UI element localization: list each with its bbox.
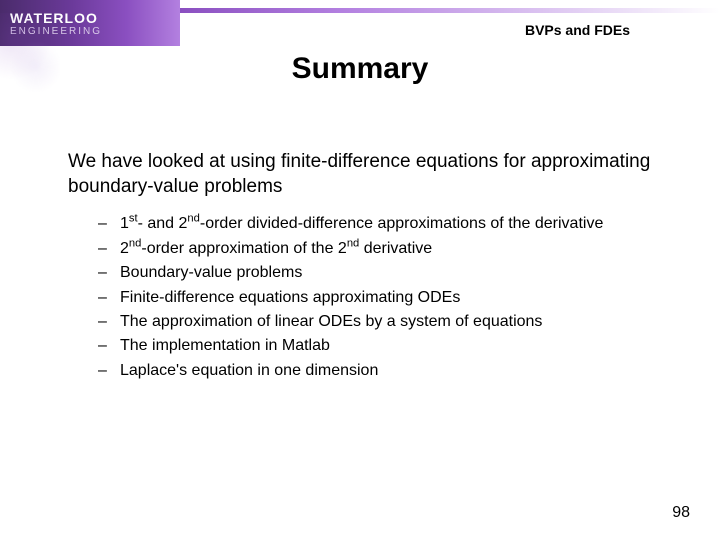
- bullet-list: 1st- and 2nd-order divided-difference ap…: [68, 213, 660, 382]
- header-banner: WATERLOO ENGINEERING BVPs and FDEs: [0, 0, 720, 46]
- list-item: 2nd-order approximation of the 2nd deriv…: [98, 238, 660, 260]
- list-item: The approximation of linear ODEs by a sy…: [98, 311, 660, 333]
- page-number: 98: [672, 504, 690, 522]
- content-region: We have looked at using finite-differenc…: [68, 150, 660, 384]
- header-label: BVPs and FDEs: [525, 22, 630, 38]
- list-item: Boundary-value problems: [98, 262, 660, 284]
- list-item: The implementation in Matlab: [98, 335, 660, 357]
- list-item: 1st- and 2nd-order divided-difference ap…: [98, 213, 660, 235]
- banner-stripe: [180, 8, 720, 13]
- slide-title: Summary: [0, 52, 720, 86]
- list-item: Finite-difference equations approximatin…: [98, 287, 660, 309]
- intro-paragraph: We have looked at using finite-differenc…: [68, 150, 660, 199]
- list-item: Laplace's equation in one dimension: [98, 360, 660, 382]
